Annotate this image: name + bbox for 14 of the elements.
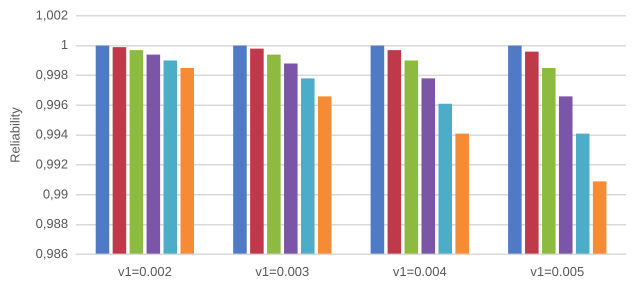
y-tick-label: 0,99 (42, 186, 68, 202)
x-tick-label: v1=0.005 (530, 264, 584, 279)
x-tick-label: v1=0.002 (118, 264, 172, 279)
x-tick-label: v1=0.004 (392, 264, 447, 279)
y-tick-label: 0,988 (36, 216, 68, 232)
y-tick-label: 0,996 (36, 96, 68, 112)
y-tick-label: 1 (60, 37, 68, 52)
y-tick-label: 0,986 (36, 246, 68, 261)
y-axis-title: Reliability (7, 106, 22, 163)
y-tick-label: 0,992 (36, 156, 68, 172)
x-tick-label: v1=0.003 (255, 264, 310, 279)
y-tick-label: 1,002 (36, 7, 68, 22)
y-tick-label: 0,998 (36, 67, 68, 82)
y-tick-label: 0,994 (36, 126, 68, 142)
